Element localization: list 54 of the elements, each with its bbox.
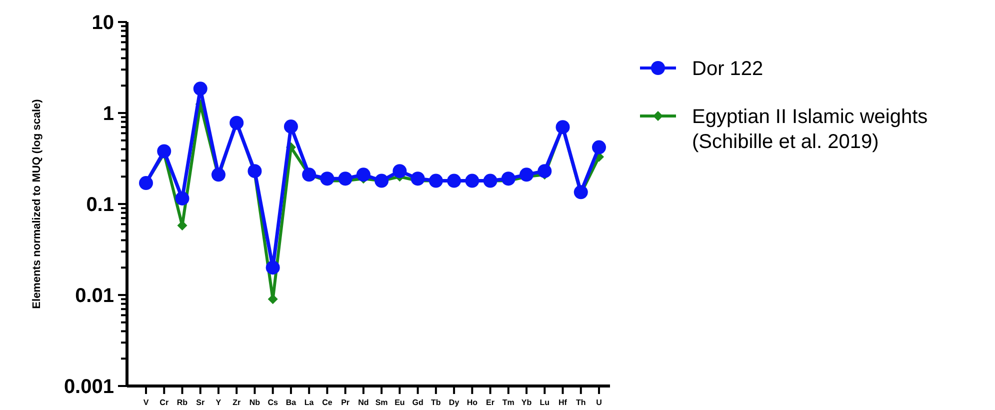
x-tick-label: La — [304, 398, 314, 407]
x-tick-label: Y — [216, 398, 222, 407]
x-tick-label: Hf — [558, 398, 568, 407]
x-tick-label: Th — [576, 398, 586, 407]
x-tick-label: Yb — [521, 398, 532, 407]
x-tick-label: Sr — [196, 398, 205, 407]
point — [356, 168, 370, 182]
y-tick-label: 0.01 — [75, 285, 114, 307]
point — [230, 116, 244, 130]
y-tick-label: 10 — [92, 12, 114, 34]
point — [266, 260, 280, 275]
point — [574, 185, 588, 200]
x-tick-label: Tb — [431, 398, 441, 407]
point — [392, 164, 407, 178]
x-tick-label: Sm — [375, 398, 388, 407]
point — [177, 220, 188, 231]
point — [520, 168, 534, 182]
x-tick-label: Ce — [322, 398, 333, 407]
x-tick-label: Dy — [448, 398, 460, 407]
point — [157, 144, 172, 158]
x-tick-label: Cr — [160, 398, 169, 407]
x-tick-label: Tm — [502, 398, 514, 407]
point — [501, 172, 516, 186]
x-tick-label: Rb — [176, 398, 188, 407]
y-axis-title: Elements normalized to MUQ (log scale) — [31, 98, 43, 309]
x-tick-label: Nd — [358, 398, 369, 407]
x-tick-label: Nb — [249, 398, 260, 407]
legend-label: Dor 122 — [692, 58, 764, 80]
x-tick-label: Gd — [412, 398, 424, 407]
x-tick-label: Eu — [394, 398, 405, 407]
point — [592, 140, 606, 154]
x-tick-label: Zr — [232, 398, 241, 407]
x-tick-label: U — [596, 398, 602, 407]
point — [248, 164, 262, 178]
point — [284, 120, 298, 134]
y-tick-label: 1 — [102, 103, 114, 125]
x-tick-label: Ho — [466, 398, 478, 407]
x-tick-label: Pr — [341, 398, 350, 407]
y-tick-label: 0.001 — [64, 376, 114, 398]
point — [211, 168, 226, 182]
x-tick-label: Er — [486, 398, 495, 407]
point — [320, 172, 334, 186]
x-tick-label: V — [143, 398, 150, 407]
x-tick-label: Lu — [540, 398, 550, 407]
x-tick-label: Ba — [286, 398, 297, 407]
y-tick-label: 0.1 — [86, 194, 114, 216]
point — [538, 164, 552, 178]
point — [193, 82, 208, 96]
point — [410, 172, 425, 186]
point — [268, 294, 278, 304]
point — [175, 191, 190, 206]
x-tick-label: Cs — [268, 398, 278, 407]
legend-label: Egyptian II Islamic weights (Schibille et al. 2019) — [692, 106, 928, 153]
point — [338, 172, 352, 186]
